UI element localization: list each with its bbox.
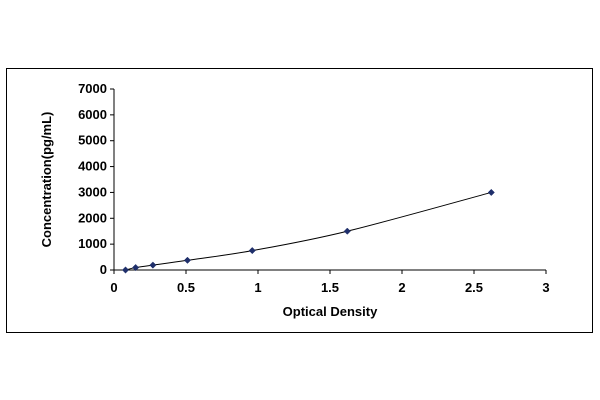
y-tick-label: 6000 [78,107,107,122]
data-point [183,256,191,264]
y-tick-label: 2000 [78,210,107,225]
data-point [343,227,351,235]
y-tick-label: 4000 [78,159,107,174]
y-tick-label: 0 [100,262,107,277]
y-tick-label: 3000 [78,184,107,199]
trend-curve [125,191,492,271]
y-axis-title: Concentration(pg/mL) [39,112,54,248]
data-point [248,247,256,255]
x-axis: 0 0.5 1 1.5 2 2.5 3 [110,269,550,295]
y-tick-label: 7000 [78,81,107,96]
x-tick-label: 0.5 [177,280,195,295]
data-point [132,264,140,272]
data-points [121,188,495,274]
chart-svg: 0 1000 2000 3000 4000 5000 6000 7000 0 0.5 1 1.5 2 2… [39,81,550,319]
trend-curve-group [125,191,492,271]
x-tick-label: 0 [110,280,117,295]
y-axis: 0 1000 2000 3000 4000 5000 6000 7000 [78,81,115,277]
x-tick-label: 2.5 [465,280,483,295]
data-point [121,266,130,274]
x-tick-label: 2 [398,280,405,295]
y-tick-label: 1000 [78,236,107,251]
x-tick-label: 3 [542,280,549,295]
data-point [487,188,495,196]
x-tick-label: 1.5 [321,280,339,295]
y-tick-label: 5000 [78,133,107,148]
x-tick-label: 1 [254,280,261,295]
data-point [149,261,157,269]
x-axis-title: Optical Density [283,304,378,319]
chart-area: 0 1000 2000 3000 4000 5000 6000 7000 0 0.5 1 1.5 2 2… [6,68,593,333]
